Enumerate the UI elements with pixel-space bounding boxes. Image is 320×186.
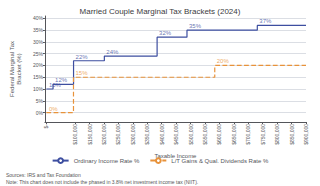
svg-text:$150,000: $150,000 bbox=[87, 124, 93, 145]
svg-text:$-: $- bbox=[43, 124, 49, 129]
svg-text:$200,000: $200,000 bbox=[101, 124, 107, 145]
svg-text:$350,000: $350,000 bbox=[144, 124, 150, 145]
svg-text:$500,000: $500,000 bbox=[188, 124, 194, 145]
svg-text:$700,000: $700,000 bbox=[245, 124, 251, 145]
svg-text:0%: 0% bbox=[36, 110, 44, 116]
svg-text:$800,000: $800,000 bbox=[274, 124, 280, 145]
svg-text:0%: 0% bbox=[49, 106, 58, 112]
svg-text:10%: 10% bbox=[48, 82, 61, 88]
svg-text:20%: 20% bbox=[33, 62, 44, 68]
svg-text:$600,000: $600,000 bbox=[216, 124, 222, 145]
svg-text:Bracket (%): Bracket (%) bbox=[16, 53, 22, 84]
svg-text:$450,000: $450,000 bbox=[173, 124, 179, 145]
svg-text:Married Couple Marginal Tax Br: Married Couple Marginal Tax Brackets (20… bbox=[80, 7, 241, 16]
svg-text:25%: 25% bbox=[33, 51, 44, 57]
svg-text:20%: 20% bbox=[217, 58, 230, 64]
svg-text:$900,000: $900,000 bbox=[303, 124, 309, 145]
svg-text:15%: 15% bbox=[75, 70, 88, 76]
svg-text:10%: 10% bbox=[33, 86, 44, 92]
svg-text:$750,000: $750,000 bbox=[260, 124, 266, 145]
svg-text:35%: 35% bbox=[33, 27, 44, 33]
svg-text:$300,000: $300,000 bbox=[130, 124, 136, 145]
svg-text:15%: 15% bbox=[33, 74, 44, 80]
svg-text:37%: 37% bbox=[259, 18, 272, 24]
svg-text:$250,000: $250,000 bbox=[115, 124, 121, 145]
svg-text:$650,000: $650,000 bbox=[231, 124, 237, 145]
svg-text:5%: 5% bbox=[36, 98, 44, 104]
svg-text:$850,000: $850,000 bbox=[289, 124, 295, 145]
svg-text:32%: 32% bbox=[159, 30, 172, 36]
svg-text:Sources: IRS and Tax Foundatio: Sources: IRS and Tax Foundation bbox=[6, 172, 81, 178]
svg-text:Note: This chart does not incl: Note: This chart does not include the ph… bbox=[6, 179, 198, 185]
svg-text:12%: 12% bbox=[55, 77, 68, 83]
svg-text:$100,000: $100,000 bbox=[72, 124, 78, 145]
svg-text:35%: 35% bbox=[189, 23, 202, 29]
svg-text:Federal Marginal Tax: Federal Marginal Tax bbox=[9, 41, 15, 97]
svg-text:40%: 40% bbox=[33, 15, 44, 21]
svg-text:30%: 30% bbox=[33, 39, 44, 45]
svg-text:L/T Gains & Qual. Dividends Ra: L/T Gains & Qual. Dividends Rate % bbox=[171, 158, 269, 164]
svg-text:24%: 24% bbox=[106, 49, 119, 55]
svg-text:Ordinary Income Rate %: Ordinary Income Rate % bbox=[74, 158, 140, 164]
svg-text:22%: 22% bbox=[76, 54, 89, 60]
svg-text:$400,000: $400,000 bbox=[159, 124, 165, 145]
svg-text:$550,000: $550,000 bbox=[202, 124, 208, 145]
svg-text:Taxable Income: Taxable Income bbox=[154, 152, 197, 159]
